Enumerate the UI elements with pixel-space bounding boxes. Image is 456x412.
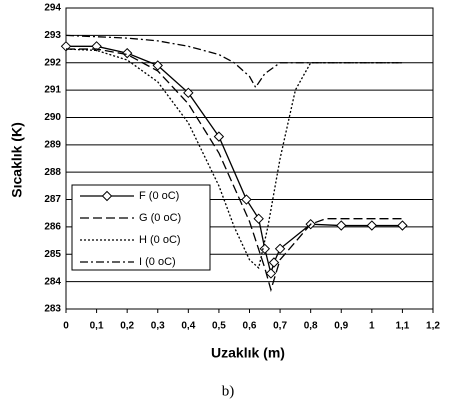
x-tick-label: 0,5 bbox=[212, 321, 226, 332]
point-marker bbox=[213, 131, 225, 142]
y-tick-label: 293 bbox=[44, 30, 61, 41]
series-line bbox=[66, 45, 403, 276]
point-marker bbox=[259, 243, 270, 255]
x-tick-label: 1,1 bbox=[395, 321, 409, 332]
point-marker bbox=[397, 220, 408, 231]
legend-label: G (0 oC) bbox=[139, 212, 181, 224]
x-tick-label: 0,6 bbox=[243, 321, 257, 332]
x-tick-label: 0,1 bbox=[90, 321, 104, 332]
y-tick-label: 294 bbox=[44, 3, 61, 14]
point-marker bbox=[241, 194, 252, 205]
x-tick-label: 0,2 bbox=[120, 321, 134, 332]
x-tick-label: 0,7 bbox=[273, 321, 287, 332]
y-tick-label: 283 bbox=[44, 304, 61, 315]
point-marker bbox=[183, 87, 194, 99]
point-marker bbox=[336, 220, 347, 231]
x-tick-label: 0 bbox=[63, 321, 69, 332]
point-marker bbox=[268, 257, 280, 268]
x-tick-label: 0,8 bbox=[304, 321, 318, 332]
x-tick-label: 1 bbox=[369, 321, 375, 332]
point-marker bbox=[253, 213, 264, 224]
x-tick-label: 0,3 bbox=[151, 321, 165, 332]
y-tick-label: 285 bbox=[44, 249, 61, 260]
legend-box bbox=[71, 184, 211, 271]
y-tick-label: 286 bbox=[44, 222, 61, 233]
legend-label: F (0 oC) bbox=[139, 190, 179, 202]
series-line bbox=[65, 48, 403, 270]
y-tick-label: 288 bbox=[44, 167, 61, 178]
point-marker bbox=[265, 268, 277, 279]
x-tick-label: 0,9 bbox=[334, 321, 348, 332]
legend-label: H (0 oC) bbox=[139, 234, 181, 246]
point-marker bbox=[91, 41, 102, 52]
y-tick-label: 292 bbox=[44, 57, 61, 68]
y-tick-label: 287 bbox=[44, 194, 61, 205]
point-marker bbox=[366, 220, 378, 231]
legend-marker bbox=[101, 190, 113, 202]
y-tick-label: 289 bbox=[44, 139, 61, 150]
y-tick-label: 284 bbox=[44, 276, 61, 287]
series-line bbox=[65, 34, 403, 89]
x-axis-label: Uzaklık (m) bbox=[211, 345, 285, 361]
caption: b) bbox=[222, 383, 235, 399]
y-tick-label: 291 bbox=[44, 85, 61, 96]
point-marker bbox=[152, 60, 163, 71]
x-tick-label: 1,2 bbox=[426, 321, 440, 332]
point-marker bbox=[121, 47, 133, 59]
x-tick-label: 0,4 bbox=[181, 321, 195, 332]
series-line bbox=[66, 48, 403, 293]
point-marker bbox=[60, 41, 72, 52]
y-tick-label: 290 bbox=[44, 112, 61, 123]
y-axis-label: Sıcaklık (K) bbox=[9, 122, 25, 197]
legend-label: I (0 oC) bbox=[139, 256, 176, 268]
point-marker bbox=[274, 243, 286, 255]
